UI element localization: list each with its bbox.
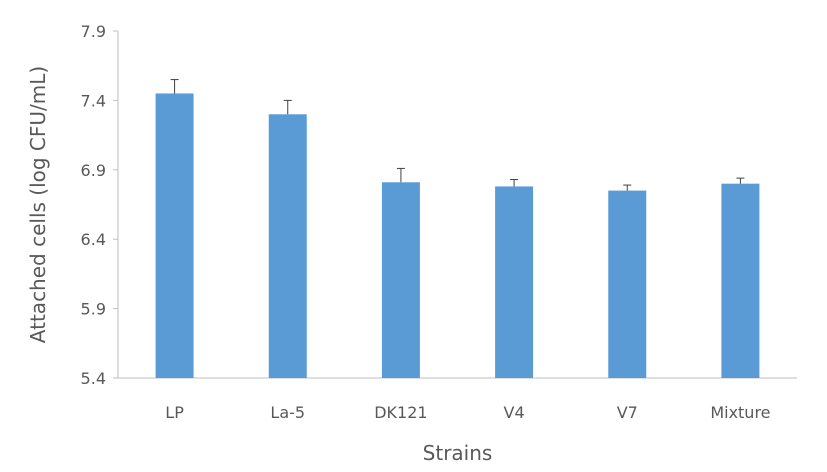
y-tick-label: 6.4 [81, 230, 106, 249]
x-tick-label: V4 [504, 403, 525, 422]
bar-mixture [721, 183, 760, 378]
y-axis-ticks: 5.4 5.9 6.4 6.9 7.4 7.9 [81, 22, 118, 388]
bar-v4 [495, 186, 534, 378]
x-axis-tick-labels: LP La-5 DK121 V4 V7 Mixture [165, 403, 770, 422]
bar-la-5 [268, 114, 307, 378]
bar-dk121 [381, 182, 420, 378]
x-tick-label: V7 [617, 403, 638, 422]
y-axis-title: Attached cells (log CFU/mL) [26, 66, 50, 343]
y-tick-label: 6.9 [81, 161, 106, 180]
y-tick-label: 5.4 [81, 369, 106, 388]
x-tick-label: LP [165, 403, 184, 422]
bar-lp [155, 93, 194, 379]
y-tick-label: 7.4 [81, 91, 106, 110]
y-tick-label: 5.9 [81, 300, 106, 319]
x-tick-label: DK121 [374, 403, 427, 422]
y-tick-label: 7.9 [81, 22, 106, 41]
x-axis-title: Strains [423, 441, 493, 465]
x-tick-label: La-5 [270, 403, 305, 422]
x-tick-label: Mixture [710, 403, 770, 422]
bars-group [155, 79, 760, 379]
bar-v7 [608, 190, 647, 378]
